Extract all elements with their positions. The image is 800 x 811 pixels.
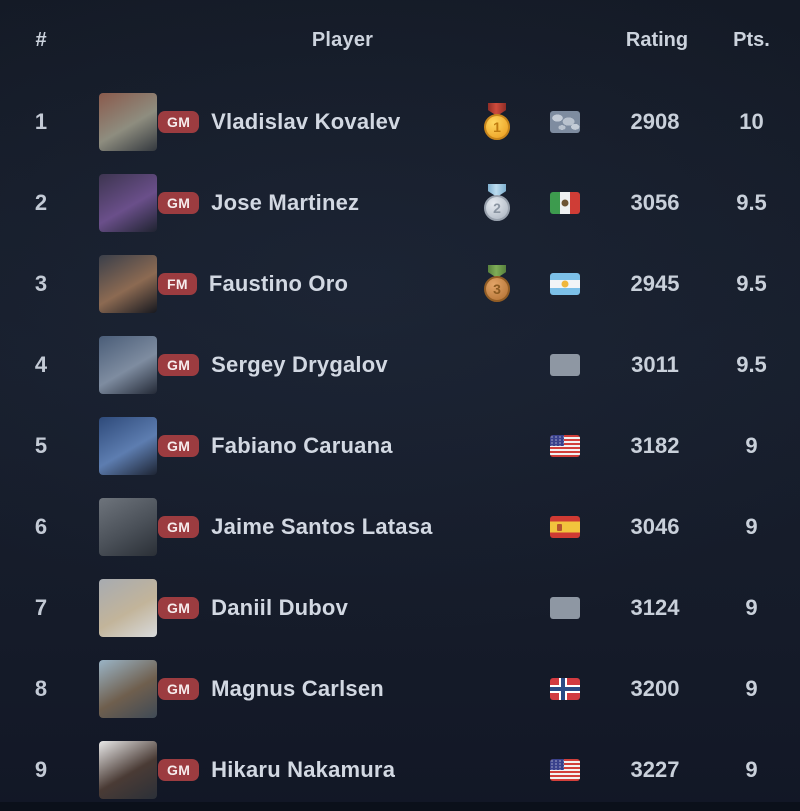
title-badge: FM: [158, 272, 197, 295]
points-cell: 9: [745, 594, 758, 620]
points-cell: 9.5: [736, 351, 767, 377]
table-row[interactable]: 7 GM Daniil Dubov 3124 9: [0, 567, 800, 648]
points-cell: 9: [745, 756, 758, 782]
player-avatar: [99, 578, 157, 637]
rating-cell: 3011: [631, 351, 679, 377]
header-player: Player: [311, 29, 374, 51]
none-flag-icon: [550, 353, 580, 376]
table-row[interactable]: 1 GM Vladislav Kovalev 1 2908 10: [0, 81, 800, 162]
table-row[interactable]: 4 GM Sergey Drygalov 3011 9.5: [0, 324, 800, 405]
player-cell: FM Faustino Oro: [158, 271, 467, 297]
title-badge: GM: [158, 515, 200, 538]
player-cell: GM Daniil Dubov: [158, 595, 467, 621]
points-cell: 9: [745, 432, 758, 458]
player-name: Sergey Drygalov: [211, 351, 388, 377]
medal-disc: 3: [484, 276, 510, 302]
rank-cell: 3: [34, 270, 48, 296]
player-avatar: [99, 335, 157, 394]
player-cell: GM Vladislav Kovalev: [158, 109, 467, 135]
points-cell: 10: [739, 108, 764, 134]
table-header: # Player Rating Pts.: [0, 0, 800, 81]
usa-flag-icon: [550, 758, 580, 781]
rank-cell: 8: [34, 675, 48, 701]
title-badge: GM: [158, 110, 200, 133]
rank-cell: 2: [34, 189, 48, 215]
usa-flag-icon: [550, 434, 580, 457]
player-name: Hikaru Nakamura: [211, 756, 396, 782]
rating-cell: 3182: [630, 432, 680, 458]
table-row[interactable]: 9 GM Hikaru Nakamura 3227 9: [0, 729, 800, 810]
table-row[interactable]: 5 GM Fabiano Caruana 3182 9: [0, 405, 800, 486]
player-cell: GM Jose Martinez: [158, 190, 467, 216]
table-row[interactable]: 2 GM Jose Martinez 2 3056 9.5: [0, 162, 800, 243]
bronze-medal-icon: 3: [482, 265, 512, 302]
player-avatar: [99, 740, 157, 799]
rating-cell: 2945: [630, 270, 680, 296]
player-avatar: [99, 92, 157, 151]
norway-flag-icon: [550, 677, 580, 700]
medal-ribbon: [488, 184, 506, 197]
silver-medal-icon: 2: [482, 184, 512, 221]
medal-ribbon: [488, 265, 506, 278]
player-name: Fabiano Caruana: [211, 432, 393, 458]
points-cell: 9.5: [736, 270, 767, 296]
rating-cell: 3124: [630, 594, 680, 620]
gold-medal-icon: 1: [482, 103, 512, 140]
player-cell: GM Magnus Carlsen: [158, 676, 467, 702]
player-avatar: [99, 659, 157, 718]
player-cell: GM Hikaru Nakamura: [158, 757, 467, 783]
player-name: Magnus Carlsen: [211, 675, 384, 701]
player-name: Vladislav Kovalev: [211, 108, 401, 134]
points-cell: 9: [745, 513, 758, 539]
title-badge: GM: [158, 758, 200, 781]
rank-cell: 1: [34, 108, 48, 134]
spain-flag-icon: [550, 515, 580, 538]
rank-cell: 5: [34, 432, 48, 458]
player-cell: GM Jaime Santos Latasa: [158, 514, 467, 540]
rank-cell: 4: [34, 351, 48, 377]
argentina-flag-icon: [550, 272, 580, 295]
rating-cell: 3056: [630, 189, 680, 215]
rating-cell: 3227: [630, 756, 680, 782]
player-avatar: [99, 173, 157, 232]
player-name: Faustino Oro: [208, 270, 349, 296]
title-badge: GM: [158, 677, 200, 700]
table-row[interactable]: 3 FM Faustino Oro 3 2945 9.5: [0, 243, 800, 324]
title-badge: GM: [158, 191, 200, 214]
header-rating: Rating: [625, 29, 689, 51]
table-row[interactable]: 6 GM Jaime Santos Latasa 3046 9: [0, 486, 800, 567]
header-rank: #: [35, 29, 47, 51]
header-points: Pts.: [733, 29, 770, 51]
medal-disc: 2: [484, 195, 510, 221]
player-cell: GM Fabiano Caruana: [158, 433, 467, 459]
rating-cell: 2908: [630, 108, 680, 134]
points-cell: 9: [745, 675, 758, 701]
rank-cell: 7: [34, 594, 48, 620]
player-avatar: [99, 497, 157, 556]
title-badge: GM: [158, 434, 200, 457]
none-flag-icon: [550, 596, 580, 619]
player-name: Daniil Dubov: [211, 594, 349, 620]
medal-ribbon: [488, 103, 506, 116]
player-avatar: [99, 416, 157, 475]
mexico-flag-icon: [550, 191, 580, 214]
rank-cell: 6: [34, 513, 48, 539]
title-badge: GM: [158, 596, 200, 619]
player-name: Jose Martinez: [211, 189, 360, 215]
title-badge: GM: [158, 353, 200, 376]
rating-cell: 3200: [630, 675, 680, 701]
player-avatar: [99, 254, 157, 313]
player-name: Jaime Santos Latasa: [211, 513, 433, 539]
world-flag-icon: [550, 110, 580, 133]
medal-disc: 1: [484, 114, 510, 140]
rating-cell: 3046: [630, 513, 680, 539]
table-row[interactable]: 8 GM Magnus Carlsen 3200 9: [0, 648, 800, 729]
points-cell: 9.5: [736, 189, 767, 215]
player-cell: GM Sergey Drygalov: [158, 352, 467, 378]
rank-cell: 9: [34, 756, 48, 782]
